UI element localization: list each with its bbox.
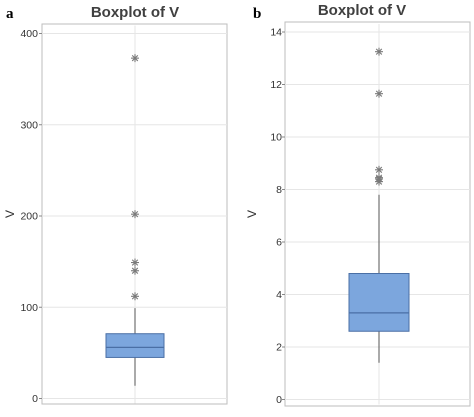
outlier-point bbox=[131, 258, 139, 267]
y-tick-label: 0 bbox=[276, 394, 282, 406]
panel-b-y-axis-label: V bbox=[245, 210, 259, 218]
panel-b-title: Boxplot of V bbox=[318, 2, 406, 19]
y-tick-label: 2 bbox=[276, 342, 282, 354]
outlier-point bbox=[375, 165, 383, 174]
outlier-point bbox=[375, 89, 383, 98]
panel-a-letter: a bbox=[6, 6, 14, 22]
panel-a-boxplot bbox=[105, 54, 165, 386]
interquartile-box bbox=[348, 273, 410, 332]
y-tick-label: 300 bbox=[20, 119, 38, 131]
outlier-point bbox=[131, 266, 139, 275]
panel-b-boxplot bbox=[348, 47, 410, 363]
y-tick-label: 400 bbox=[20, 28, 38, 40]
y-tick-label: 14 bbox=[270, 27, 282, 39]
panel-a: a Boxplot of V 0 100 200 300 400 V bbox=[3, 4, 228, 405]
panel-a-y-axis-label: V bbox=[3, 210, 17, 218]
y-tick-label: 12 bbox=[270, 79, 282, 91]
panel-b-letter: b bbox=[253, 6, 261, 22]
y-tick-label: 6 bbox=[276, 237, 282, 249]
panel-a-title: Boxplot of V bbox=[91, 4, 179, 21]
interquartile-box bbox=[105, 333, 165, 358]
outlier-point bbox=[375, 47, 383, 56]
y-tick-label: 10 bbox=[270, 132, 282, 144]
panel-a-y-ticks: 0 100 200 300 400 bbox=[20, 28, 42, 405]
outlier-point bbox=[375, 173, 383, 182]
panel-b: b Boxplot of V 0 2 4 6 8 10 12 14 V bbox=[245, 2, 471, 407]
outlier-point bbox=[131, 210, 139, 219]
y-tick-label: 200 bbox=[20, 211, 38, 223]
y-tick-label: 4 bbox=[276, 289, 282, 301]
y-tick-label: 8 bbox=[276, 184, 282, 196]
outlier-point bbox=[131, 54, 139, 63]
y-tick-label: 0 bbox=[32, 393, 38, 405]
panel-b-y-ticks: 0 2 4 6 8 10 12 14 bbox=[270, 27, 285, 406]
outlier-point bbox=[131, 292, 139, 301]
panel-b-plot-frame bbox=[284, 21, 471, 407]
y-tick-label: 100 bbox=[20, 302, 38, 314]
